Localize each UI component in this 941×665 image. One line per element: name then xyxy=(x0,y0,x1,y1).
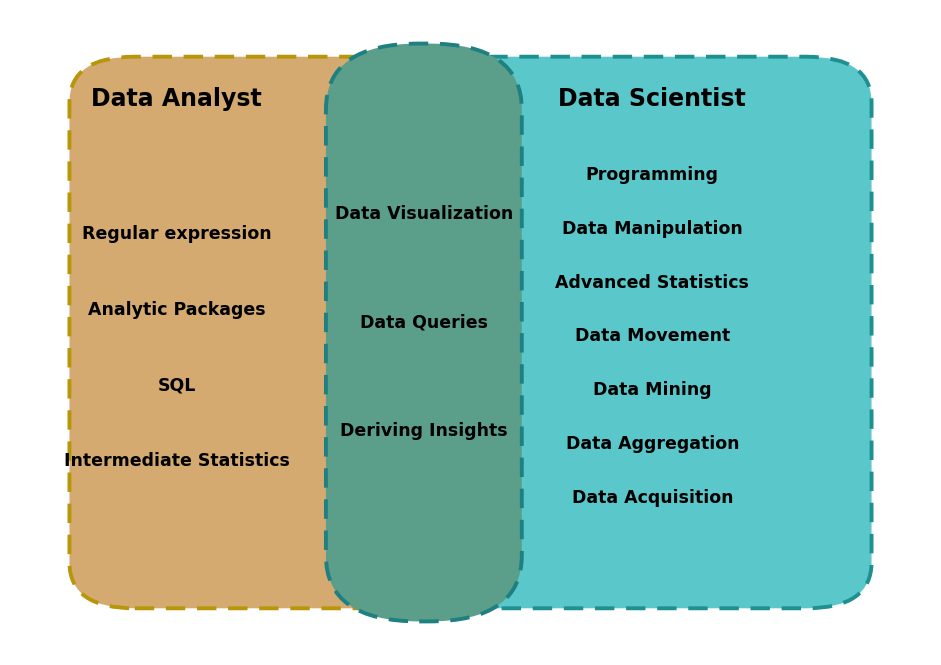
FancyBboxPatch shape xyxy=(326,44,522,621)
Text: Regular expression: Regular expression xyxy=(82,225,272,243)
FancyBboxPatch shape xyxy=(406,57,871,608)
Text: Data Mining: Data Mining xyxy=(593,381,711,399)
Text: Programming: Programming xyxy=(586,166,719,184)
Text: Data Manipulation: Data Manipulation xyxy=(562,219,742,238)
Text: Data Visualization: Data Visualization xyxy=(335,205,513,223)
FancyBboxPatch shape xyxy=(70,57,535,608)
Text: Intermediate Statistics: Intermediate Statistics xyxy=(64,452,290,469)
Text: Data Queries: Data Queries xyxy=(359,314,487,332)
Text: Data Scientist: Data Scientist xyxy=(559,87,746,111)
Text: Data Movement: Data Movement xyxy=(575,327,730,345)
Text: Data Analyst: Data Analyst xyxy=(91,87,263,111)
Text: Analytic Packages: Analytic Packages xyxy=(88,301,265,319)
Text: Data Acquisition: Data Acquisition xyxy=(571,489,733,507)
Text: Data Aggregation: Data Aggregation xyxy=(566,435,739,453)
Text: Deriving Insights: Deriving Insights xyxy=(340,422,508,440)
Text: Advanced Statistics: Advanced Statistics xyxy=(555,273,749,291)
Text: SQL: SQL xyxy=(157,376,196,394)
